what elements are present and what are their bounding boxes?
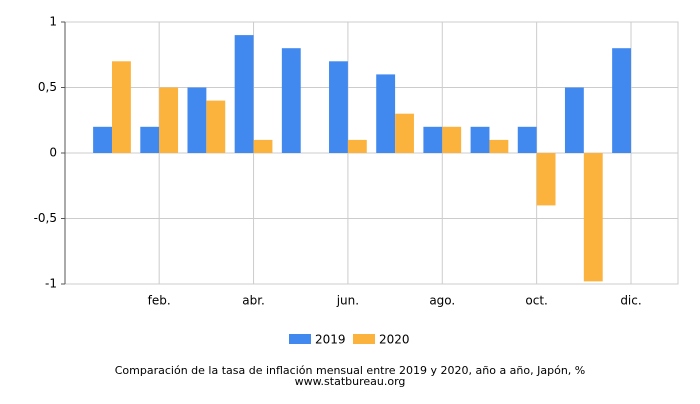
y-tick-label: 1 <box>49 15 57 29</box>
bar <box>583 153 603 282</box>
source: www.statbureau.org <box>295 375 406 388</box>
bar <box>159 87 179 153</box>
y-tick-label: 0 <box>49 146 57 160</box>
chart-title: Comparación de la tasa de inflación mens… <box>115 364 585 377</box>
bar <box>517 126 537 153</box>
x-tick-label: dic. <box>620 294 641 308</box>
bar <box>140 126 160 153</box>
y-tick-label: -1 <box>45 277 57 291</box>
bar <box>253 139 273 153</box>
x-tick-label: abr. <box>242 294 265 308</box>
bar <box>442 126 462 153</box>
legend-label: 2020 <box>379 333 410 347</box>
bar <box>423 126 443 153</box>
bar <box>395 113 414 153</box>
x-tick-label: ago. <box>429 294 455 308</box>
x-tick-label: feb. <box>148 294 171 308</box>
bar <box>111 61 131 153</box>
bar <box>329 61 348 153</box>
bar <box>347 139 367 153</box>
bar <box>564 87 584 153</box>
legend-swatch <box>289 334 311 344</box>
x-tick-label: oct. <box>525 294 547 308</box>
bar <box>376 74 396 153</box>
y-tick-label: 0,5 <box>38 80 57 94</box>
x-tick-label: jun. <box>336 294 359 308</box>
legend-swatch <box>353 334 375 344</box>
bar <box>234 35 254 153</box>
legend-label: 2019 <box>315 333 346 347</box>
bar <box>187 87 207 153</box>
bar <box>281 48 301 154</box>
bar <box>489 139 509 153</box>
y-tick-label: -0,5 <box>34 211 57 225</box>
bar <box>206 100 226 153</box>
bar <box>612 48 632 154</box>
bar <box>536 153 556 206</box>
bar <box>470 126 490 153</box>
bar <box>93 126 112 153</box>
